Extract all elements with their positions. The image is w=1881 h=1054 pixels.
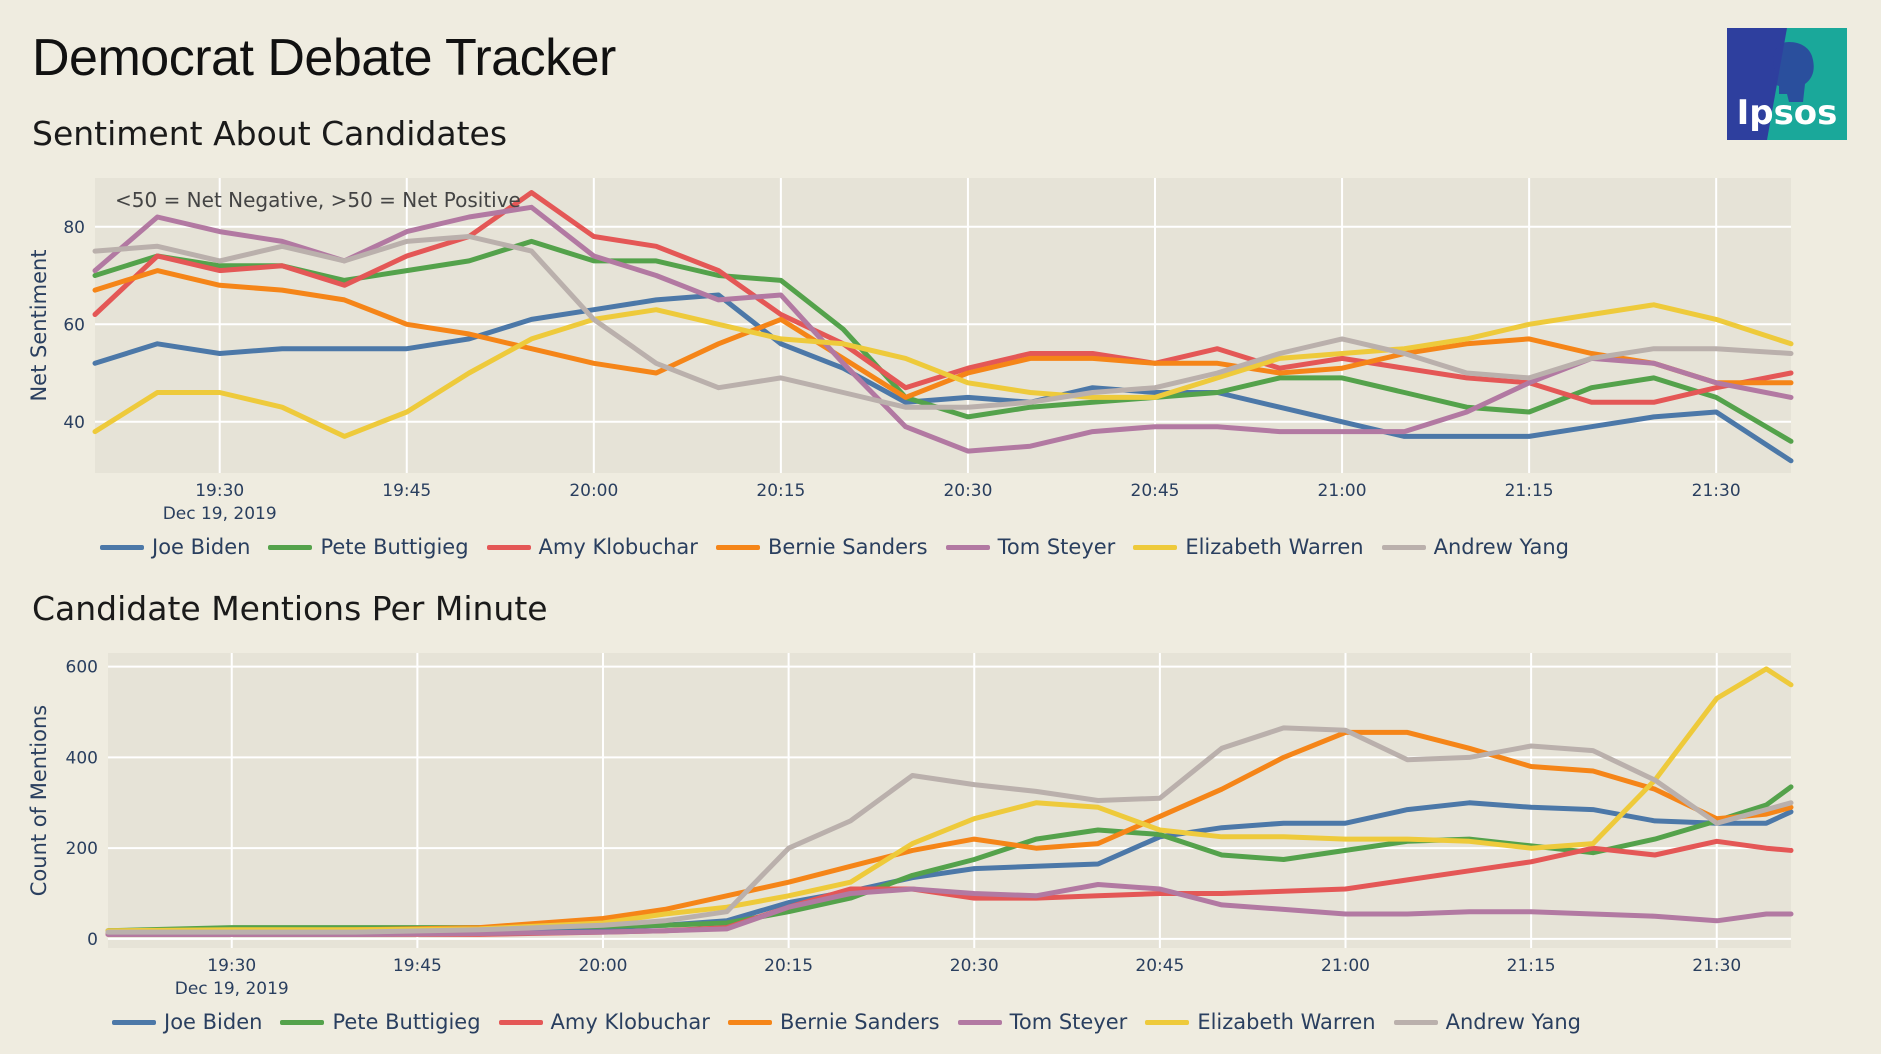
legend-label: Tom Steyer — [997, 535, 1116, 559]
legend-swatch — [112, 1019, 156, 1025]
legend-label: Andrew Yang — [1433, 535, 1569, 559]
x-tick-label: 20:30 — [950, 956, 999, 976]
legend-item-pete-buttigieg[interactable]: Pete Buttigieg — [280, 1010, 481, 1034]
legend-item-pete-buttigieg[interactable]: Pete Buttigieg — [268, 535, 469, 559]
sentiment-chart: 19:30 19:45 20:00 20:15 20:30 20:45 21:00 21:15… — [27, 178, 1794, 524]
legend-swatch — [1145, 1019, 1190, 1025]
x-tick-label: 20:15 — [764, 956, 813, 976]
legend-label: Amy Klobuchar — [550, 1010, 710, 1034]
x-tick-label: 19:45 — [393, 956, 442, 976]
legend-swatch — [1133, 544, 1178, 550]
legend-swatch — [727, 1019, 772, 1025]
plot-area — [108, 653, 1791, 948]
legend-item-amy-klobuchar[interactable]: Amy Klobuchar — [486, 535, 698, 559]
legend-swatch — [1393, 1019, 1438, 1025]
legend-swatch — [280, 1019, 325, 1025]
sentiment-section-title: Sentiment About Candidates — [32, 114, 508, 153]
y-tick-label: 80 — [63, 218, 85, 238]
sentiment-legend: Joe Biden Pete Buttigieg Amy Klobuchar Bern… — [100, 535, 1587, 559]
x-tick-label: 19:30 — [207, 956, 256, 976]
series-line-bernie-sanders — [105, 729, 1794, 935]
legend-item-elizabeth-warren[interactable]: Elizabeth Warren — [1145, 1010, 1376, 1034]
legend-item-bernie-sanders[interactable]: Bernie Sanders — [727, 1010, 940, 1034]
legend-swatch — [268, 544, 313, 550]
y-tick-label: 40 — [63, 413, 85, 433]
x-tick-label: 20:15 — [756, 481, 805, 501]
mentions-chart: 19:30 19:45 20:00 20:15 20:30 20:45 21:00 21:15… — [27, 653, 1794, 999]
x-tick-label: 20:30 — [943, 481, 992, 501]
series-line-bernie-sanders — [92, 268, 1794, 400]
y-tick-label: 600 — [66, 658, 98, 678]
x-tick-label: 21:00 — [1318, 481, 1367, 501]
x-tick-label: 20:00 — [579, 956, 628, 976]
legend-label: Pete Buttigieg — [320, 535, 469, 559]
legend-swatch — [100, 544, 144, 550]
x-tick-label: 19:45 — [382, 481, 431, 501]
series-line-joe-biden — [92, 292, 1794, 464]
legend-label: Elizabeth Warren — [1197, 1010, 1376, 1034]
logo-text: Ipsos — [1737, 93, 1838, 133]
series-line-tom-steyer — [92, 204, 1794, 454]
legend-item-joe-biden[interactable]: Joe Biden — [112, 1010, 262, 1034]
y-tick-label: 200 — [66, 839, 98, 859]
series-line-andrew-yang — [92, 234, 1794, 410]
legend-label: Pete Buttigieg — [332, 1010, 481, 1034]
series-line-elizabeth-warren — [92, 302, 1794, 439]
legend-swatch — [715, 544, 760, 550]
legend-swatch — [1381, 544, 1426, 550]
date-label: Dec 19, 2019 — [175, 979, 289, 999]
legend-item-amy-klobuchar[interactable]: Amy Klobuchar — [498, 1010, 710, 1034]
series-line-amy-klobuchar — [92, 190, 1794, 405]
series-line-tom-steyer — [105, 882, 1794, 937]
mentions-legend: Joe Biden Pete Buttigieg Amy Klobuchar Bern… — [112, 1010, 1599, 1034]
x-tick-label: 21:30 — [1692, 956, 1741, 976]
legend-swatch — [498, 1019, 543, 1025]
x-tick-label: 21:15 — [1507, 956, 1556, 976]
x-tick-label: 20:45 — [1131, 481, 1180, 501]
legend-item-tom-steyer[interactable]: Tom Steyer — [945, 535, 1116, 559]
date-label: Dec 19, 2019 — [163, 504, 277, 524]
legend-item-tom-steyer[interactable]: Tom Steyer — [957, 1010, 1128, 1034]
legend-label: Joe Biden — [164, 1010, 263, 1034]
legend-item-andrew-yang[interactable]: Andrew Yang — [1393, 1010, 1581, 1034]
legend-label: Amy Klobuchar — [538, 535, 698, 559]
x-tick-label: 21:15 — [1505, 481, 1554, 501]
legend-label: Bernie Sanders — [779, 1010, 940, 1034]
series-line-andrew-yang — [105, 725, 1794, 935]
legend-item-bernie-sanders[interactable]: Bernie Sanders — [715, 535, 928, 559]
ipsos-logo: Ipsos — [1727, 28, 1847, 140]
y-tick-label: 60 — [63, 315, 85, 335]
legend-label: Tom Steyer — [1009, 1010, 1128, 1034]
page-title: Democrat Debate Tracker — [32, 29, 616, 87]
y-axis-title: Count of Mentions — [27, 705, 51, 896]
legend-label: Andrew Yang — [1445, 1010, 1581, 1034]
legend-item-joe-biden[interactable]: Joe Biden — [100, 535, 250, 559]
x-tick-label: 20:45 — [1135, 956, 1184, 976]
x-tick-label: 21:00 — [1321, 956, 1370, 976]
chart-annotation: <50 = Net Negative, >50 = Net Positive — [115, 188, 521, 212]
legend-swatch — [945, 544, 990, 550]
x-tick-label: 21:30 — [1692, 481, 1741, 501]
legend-item-elizabeth-warren[interactable]: Elizabeth Warren — [1133, 535, 1364, 559]
legend-label: Joe Biden — [152, 535, 251, 559]
x-tick-label: 19:30 — [195, 481, 244, 501]
y-tick-label: 400 — [66, 748, 98, 768]
legend-label: Elizabeth Warren — [1185, 535, 1364, 559]
legend-swatch — [957, 1019, 1002, 1025]
legend-label: Bernie Sanders — [767, 535, 928, 559]
mentions-section-title: Candidate Mentions Per Minute — [32, 589, 548, 628]
y-axis-title: Net Sentiment — [27, 249, 51, 401]
legend-swatch — [486, 544, 531, 550]
x-tick-label: 20:00 — [569, 481, 618, 501]
legend-item-andrew-yang[interactable]: Andrew Yang — [1381, 535, 1569, 559]
y-tick-label: 0 — [87, 930, 98, 950]
